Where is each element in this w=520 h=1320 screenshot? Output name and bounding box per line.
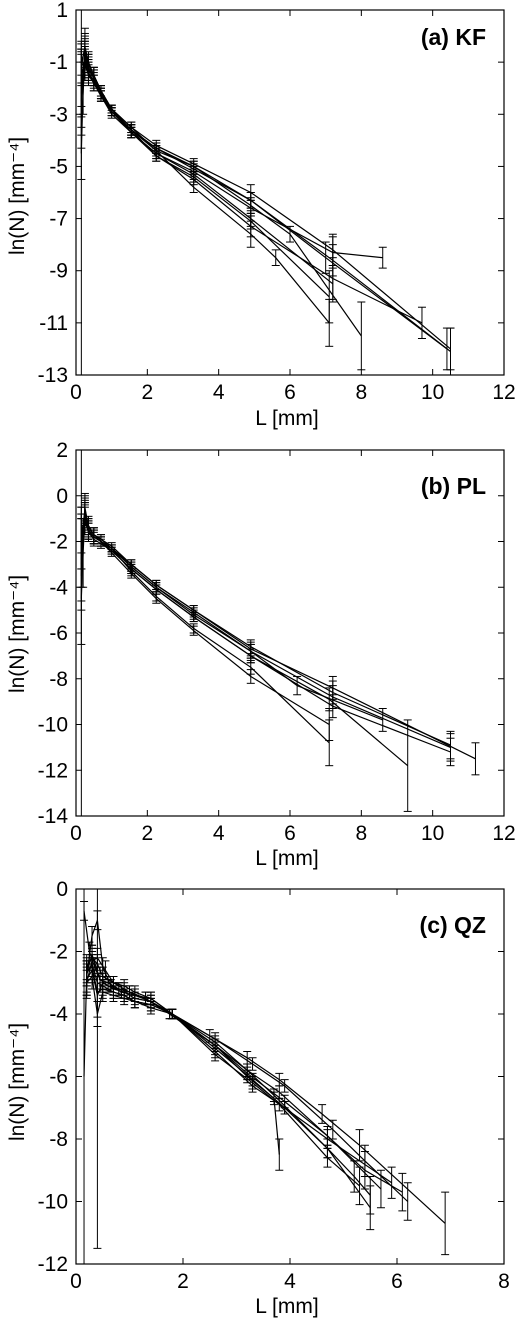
- y-tick-label-pl: 0: [56, 485, 68, 508]
- series-group-kf: [77, 10, 455, 375]
- y-tick-label-kf: -5: [49, 155, 68, 178]
- y-tick-label-kf: -9: [49, 260, 68, 283]
- panel-kf: (a) KF L [mm] ln(N) [mm⁻⁴] 0 2 4 6 8 10 12 -13 -…: [6, 0, 516, 430]
- x-tick-label-kf: 4: [213, 381, 225, 404]
- y-tick-label-pl: -14: [38, 805, 69, 828]
- y-tick-label-qz: -2: [49, 941, 68, 964]
- y-tick-label-pl: -4: [49, 576, 68, 599]
- x-tick-label-pl: 8: [355, 822, 367, 845]
- y-axis-title-pl: ln(N) [mm⁻⁴]: [6, 575, 29, 693]
- y-tick-label-qz: -4: [49, 1003, 68, 1026]
- series-line-qz: [86, 956, 382, 1190]
- y-tick-label-kf: -7: [49, 208, 68, 231]
- x-tick-label-pl: 2: [141, 822, 153, 845]
- y-tick-label-qz: 0: [56, 878, 68, 901]
- y-tick-label-kf: -11: [39, 312, 68, 335]
- panel-title-kf: (a) KF: [421, 24, 486, 50]
- x-tick-label-qz: 2: [177, 1270, 189, 1293]
- panel-qz: (c) QZ L [mm] ln(N) [mm⁻⁴] 0 2 4 6 8 -12 -10 -8…: [6, 878, 510, 1318]
- y-tick-label-qz: -10: [38, 1191, 68, 1214]
- y-axis-title-qz: ln(N) [mm⁻⁴]: [6, 1023, 29, 1141]
- panel-title-pl: (b) PL: [421, 473, 486, 499]
- y-tick-label-pl: -12: [38, 759, 68, 782]
- y-axis-title-kf: ln(N) [mm⁻⁴]: [6, 137, 29, 255]
- x-tick-label-pl: 4: [213, 822, 225, 845]
- series-line-kf: [80, 61, 423, 324]
- y-tick-label-pl: -6: [49, 622, 68, 645]
- y-tick-label-pl: -8: [49, 668, 68, 691]
- x-tick-label-pl: 0: [70, 822, 82, 845]
- x-axis-title-qz: L [mm]: [255, 1295, 318, 1318]
- x-tick-label-qz: 4: [284, 1270, 296, 1293]
- panel-pl: (b) PL L [mm] ln(N) [mm⁻⁴] 0 2 4 6 8 10 12 -14 -…: [6, 439, 516, 870]
- x-tick-label-pl: 12: [492, 822, 515, 845]
- x-tick-label-qz: 6: [391, 1270, 403, 1293]
- x-tick-label-qz: 8: [498, 1270, 510, 1293]
- x-tick-label-pl: 6: [284, 822, 296, 845]
- series-line-qz: [86, 975, 360, 1187]
- y-tick-label-qz: -6: [49, 1066, 68, 1089]
- x-axis-title-kf: L [mm]: [255, 407, 318, 430]
- series-line-kf: [80, 64, 330, 324]
- x-tick-label-kf: 10: [421, 381, 444, 404]
- x-tick-label-kf: 8: [355, 381, 367, 404]
- x-axis-title-pl: L [mm]: [255, 847, 318, 870]
- y-tick-label-qz: -12: [38, 1253, 68, 1276]
- x-tick-label-kf: 12: [492, 381, 515, 404]
- y-tick-label-pl: 2: [56, 439, 68, 462]
- y-tick-label-pl: -10: [38, 714, 68, 737]
- y-tick-label-kf: 1: [56, 0, 68, 22]
- series-group-pl: [77, 450, 480, 816]
- series-group-qz: [80, 889, 450, 1264]
- panel-title-qz: (c) QZ: [420, 912, 486, 938]
- y-tick-label-kf: -13: [38, 364, 68, 387]
- x-tick-label-kf: 0: [70, 381, 82, 404]
- series-line-kf: [80, 48, 451, 352]
- x-tick-label-kf: 6: [284, 381, 296, 404]
- y-tick-label-kf: -3: [49, 103, 68, 126]
- y-tick-label-qz: -8: [49, 1128, 68, 1151]
- y-tick-label-pl: -2: [49, 531, 68, 554]
- x-tick-label-kf: 2: [141, 381, 153, 404]
- y-tick-label-kf: -1: [49, 51, 68, 74]
- x-tick-label-pl: 10: [421, 822, 444, 845]
- x-tick-label-qz: 0: [70, 1270, 82, 1293]
